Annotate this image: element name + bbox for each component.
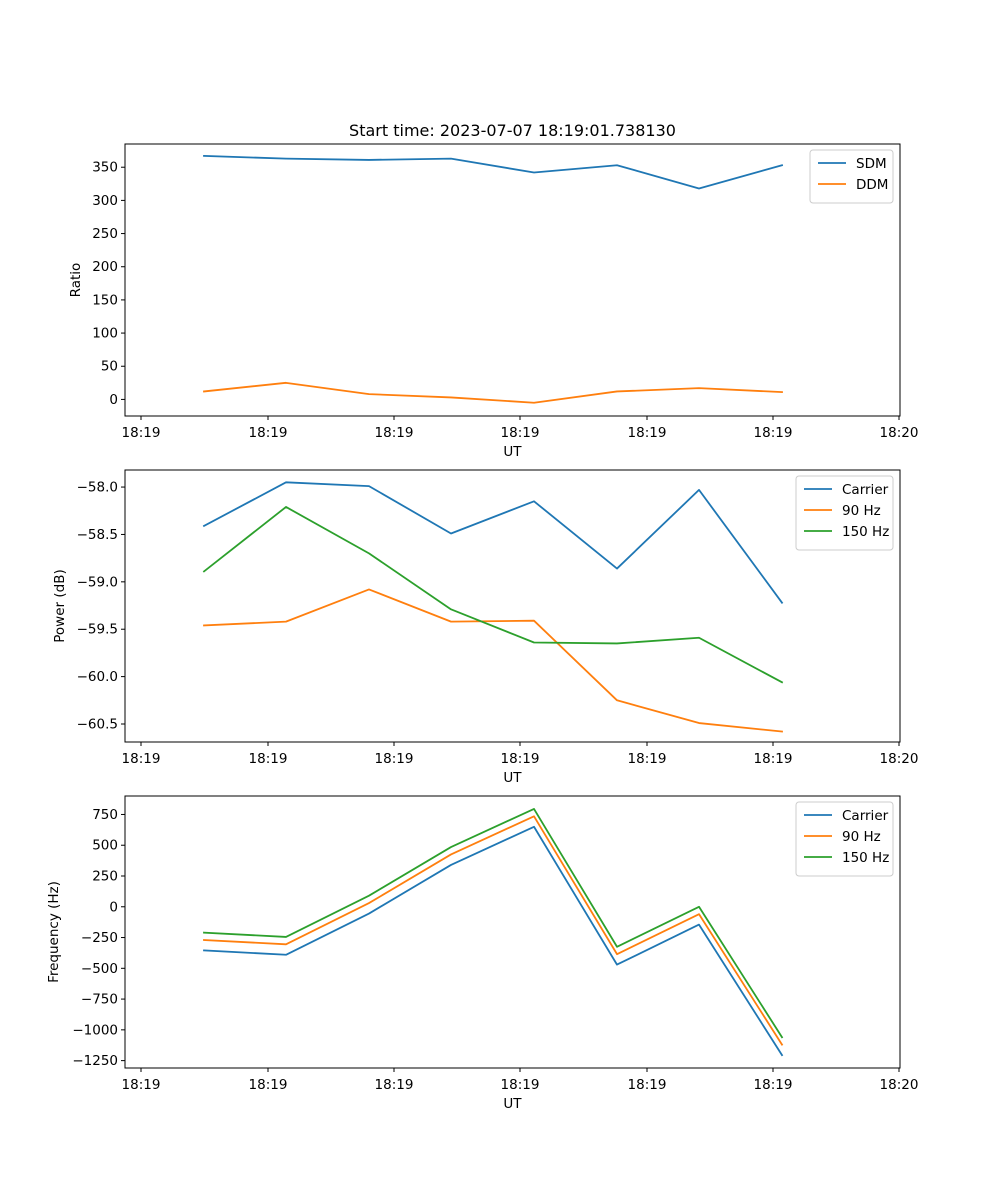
y-tick-label: −1000 — [72, 1022, 118, 1038]
legend-label-150-hz: 150 Hz — [842, 524, 889, 540]
chart-panel-2: −58.0 −58.5 −59.0 −59.5 −60.0 −60.5 18:19 18:19… — [52, 469, 919, 786]
legend-label-150-hz: 150 Hz — [842, 850, 889, 866]
x-tick-label: 18:19 — [249, 751, 288, 767]
y-tick-label: −500 — [81, 961, 118, 977]
x-tick-label: 18:19 — [501, 425, 540, 441]
legend: Carrier 90 Hz 150 Hz — [795, 801, 894, 877]
legend-label-90-hz: 90 Hz — [842, 829, 881, 845]
x-tick-label: 18:19 — [754, 1077, 793, 1093]
x-tick-label: 18:19 — [122, 751, 161, 767]
legend: Carrier 90 Hz 150 Hz — [795, 475, 894, 551]
y-axis-label: Ratio — [68, 263, 84, 298]
y-tick-label: −60.5 — [77, 716, 118, 732]
x-axis-label: UT — [503, 1096, 522, 1112]
x-tick-label: 18:19 — [754, 751, 793, 767]
series-line-150-hz — [203, 808, 784, 1039]
series-line-ddm — [203, 381, 783, 404]
x-tick-label: 18:19 — [249, 1077, 288, 1093]
x-tick-label: 18:19 — [754, 425, 793, 441]
x-tick-label: 18:19 — [628, 751, 667, 767]
x-tick-label: 18:19 — [122, 425, 161, 441]
y-tick-label: 750 — [92, 807, 118, 823]
x-tick-label: 18:19 — [122, 1077, 161, 1093]
y-tick-label: 300 — [92, 193, 118, 209]
y-axis-label: Power (dB) — [52, 569, 68, 642]
y-tick-label: −59.0 — [77, 574, 118, 590]
plot-area-frame — [124, 469, 901, 743]
chart-title: Start time: 2023-07-07 18:19:01.738130 — [349, 121, 676, 140]
x-tick-label: 18:19 — [628, 425, 667, 441]
y-tick-label: −1250 — [72, 1053, 118, 1069]
x-axis-label: UT — [503, 770, 522, 786]
x-tick-label: 18:19 — [501, 751, 540, 767]
series-line-90-hz — [203, 815, 784, 1046]
y-tick-label: −250 — [81, 930, 118, 946]
y-tick-label: 0 — [109, 392, 118, 408]
y-tick-label: −58.5 — [77, 527, 118, 543]
y-tick-label: 500 — [92, 838, 118, 854]
series-line-carrier — [203, 825, 784, 1057]
y-tick-label: 250 — [92, 226, 118, 242]
series-line-150-hz — [202, 506, 784, 684]
y-axis-label: Frequency (Hz) — [46, 881, 62, 983]
chart-panel-1: Start time: 2023-07-07 18:19:01.738130 0 5… — [68, 121, 918, 460]
y-tick-label: 200 — [92, 259, 118, 275]
x-tick-label: 18:19 — [249, 425, 288, 441]
series-line-sdm — [203, 155, 784, 190]
x-axis-label: UT — [503, 444, 522, 460]
y-tick-label: −59.5 — [77, 622, 118, 638]
y-tick-label: 350 — [92, 160, 118, 176]
legend-label-90-hz: 90 Hz — [842, 503, 881, 519]
y-tick-label: 150 — [92, 292, 118, 308]
x-tick-label: 18:20 — [880, 1077, 919, 1093]
x-tick-label: 18:20 — [880, 751, 919, 767]
y-tick-label: −60.0 — [77, 669, 118, 685]
y-tick-label: 250 — [92, 869, 118, 885]
x-tick-label: 18:19 — [375, 751, 414, 767]
x-tick-label: 18:19 — [628, 1077, 667, 1093]
x-tick-label: 18:19 — [375, 425, 414, 441]
plot-area-frame — [124, 143, 901, 417]
series-line-90-hz — [203, 588, 783, 733]
plot-area-frame — [124, 795, 901, 1069]
x-tick-label: 18:20 — [880, 425, 919, 441]
y-tick-label: −750 — [81, 992, 118, 1008]
legend-label-carrier: Carrier — [842, 482, 889, 498]
y-tick-label: 50 — [101, 359, 118, 375]
y-tick-label: −58.0 — [77, 480, 118, 496]
legend: SDM DDM — [809, 149, 894, 204]
legend-label-ddm: DDM — [856, 177, 888, 193]
x-tick-label: 18:19 — [375, 1077, 414, 1093]
legend-label-carrier: Carrier — [842, 808, 889, 824]
series-line-carrier — [202, 481, 784, 604]
legend-label-sdm: SDM — [856, 156, 887, 172]
y-tick-label: 100 — [92, 326, 118, 342]
x-tick-label: 18:19 — [501, 1077, 540, 1093]
y-tick-label: 0 — [109, 899, 118, 915]
